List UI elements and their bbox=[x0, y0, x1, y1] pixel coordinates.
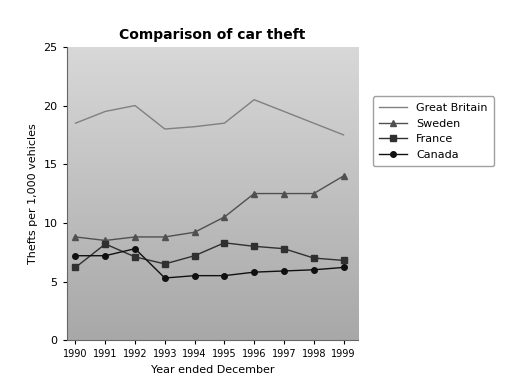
Line: France: France bbox=[73, 240, 346, 270]
France bbox=[281, 246, 287, 251]
Great Britain bbox=[102, 109, 109, 114]
Sweden bbox=[251, 191, 257, 196]
Sweden bbox=[221, 215, 227, 219]
Sweden bbox=[102, 238, 109, 243]
Canada bbox=[191, 273, 198, 278]
Canada bbox=[162, 276, 168, 280]
Line: Canada: Canada bbox=[73, 246, 346, 281]
Line: Sweden: Sweden bbox=[73, 173, 346, 243]
X-axis label: Year ended December: Year ended December bbox=[151, 365, 274, 375]
Line: Great Britain: Great Britain bbox=[75, 100, 344, 135]
France bbox=[311, 256, 317, 260]
France bbox=[221, 240, 227, 245]
Sweden bbox=[72, 235, 78, 239]
France bbox=[72, 265, 78, 270]
Great Britain bbox=[281, 109, 287, 114]
Great Britain bbox=[162, 127, 168, 131]
France bbox=[102, 242, 109, 246]
Canada bbox=[102, 253, 109, 258]
Great Britain bbox=[221, 121, 227, 126]
Canada bbox=[340, 265, 347, 270]
France bbox=[340, 258, 347, 263]
Canada bbox=[311, 267, 317, 272]
Canada bbox=[221, 273, 227, 278]
Canada bbox=[132, 246, 138, 251]
Great Britain bbox=[72, 121, 78, 126]
Great Britain bbox=[251, 97, 257, 102]
Sweden bbox=[191, 230, 198, 235]
Canada bbox=[281, 269, 287, 273]
Great Britain bbox=[340, 133, 347, 137]
Title: Comparison of car theft: Comparison of car theft bbox=[119, 28, 306, 41]
Legend: Great Britain, Sweden, France, Canada: Great Britain, Sweden, France, Canada bbox=[373, 97, 494, 167]
Great Britain bbox=[311, 121, 317, 126]
Canada bbox=[251, 270, 257, 274]
Great Britain bbox=[132, 103, 138, 108]
Canada bbox=[72, 253, 78, 258]
Sweden bbox=[340, 174, 347, 178]
France bbox=[132, 255, 138, 259]
Y-axis label: Thefts per 1,000 vehicles: Thefts per 1,000 vehicles bbox=[28, 123, 38, 264]
France bbox=[162, 262, 168, 266]
Sweden bbox=[311, 191, 317, 196]
France bbox=[251, 244, 257, 249]
Sweden bbox=[281, 191, 287, 196]
Great Britain bbox=[191, 124, 198, 129]
France bbox=[191, 253, 198, 258]
Sweden bbox=[132, 235, 138, 239]
Sweden bbox=[162, 235, 168, 239]
